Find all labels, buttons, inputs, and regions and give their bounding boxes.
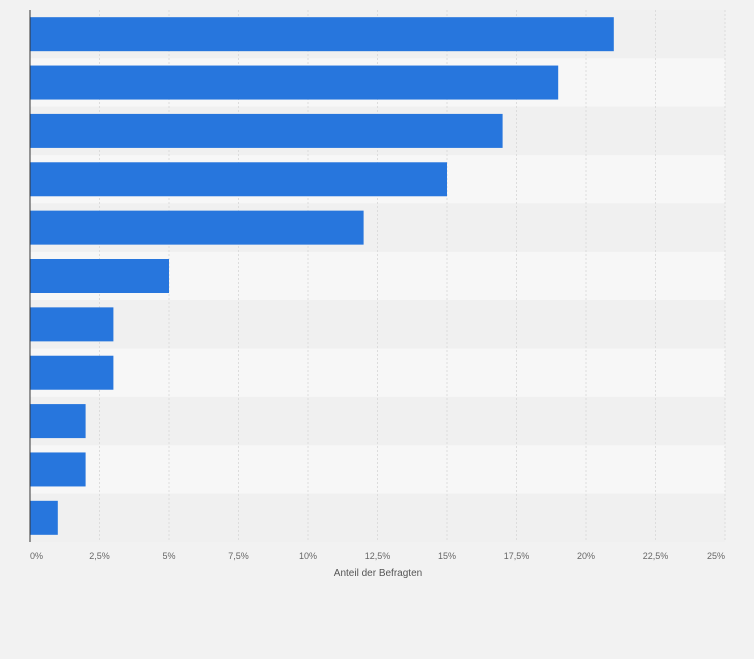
x-tick-label: 20% (577, 551, 595, 561)
bar[interactable] (30, 500, 58, 535)
row-band (30, 493, 725, 542)
x-tick-label: 25% (707, 551, 725, 561)
x-tick-label: 5% (162, 551, 175, 561)
x-tick-label: 17,5% (504, 551, 530, 561)
x-axis-title: Anteil der Befragten (334, 568, 422, 579)
bar[interactable] (30, 404, 86, 439)
bar[interactable] (30, 162, 447, 197)
bar[interactable] (30, 307, 114, 342)
x-tick-label: 2,5% (89, 551, 110, 561)
bar[interactable] (30, 355, 114, 390)
bar[interactable] (30, 259, 169, 293)
x-tick-label: 12,5% (365, 551, 391, 561)
row-band (30, 396, 725, 446)
x-tick-label: 15% (438, 551, 456, 561)
row-band (30, 445, 725, 494)
x-axis-ticks: 0% 2,5% 5% 7,5% 10% 12,5% 15% 17,5% 20% 22,5% 25% (30, 551, 725, 561)
bar[interactable] (30, 452, 86, 487)
bar[interactable] (30, 17, 614, 52)
x-tick-label: 7,5% (228, 551, 249, 561)
bar[interactable] (30, 113, 503, 148)
row-band (30, 348, 725, 397)
bars (30, 17, 614, 535)
bar[interactable] (30, 65, 559, 100)
bar[interactable] (30, 210, 364, 245)
x-tick-label: 10% (299, 551, 317, 561)
x-tick-label: 22,5% (643, 551, 669, 561)
x-tick-label: 0% (30, 551, 43, 561)
row-band (30, 300, 725, 349)
